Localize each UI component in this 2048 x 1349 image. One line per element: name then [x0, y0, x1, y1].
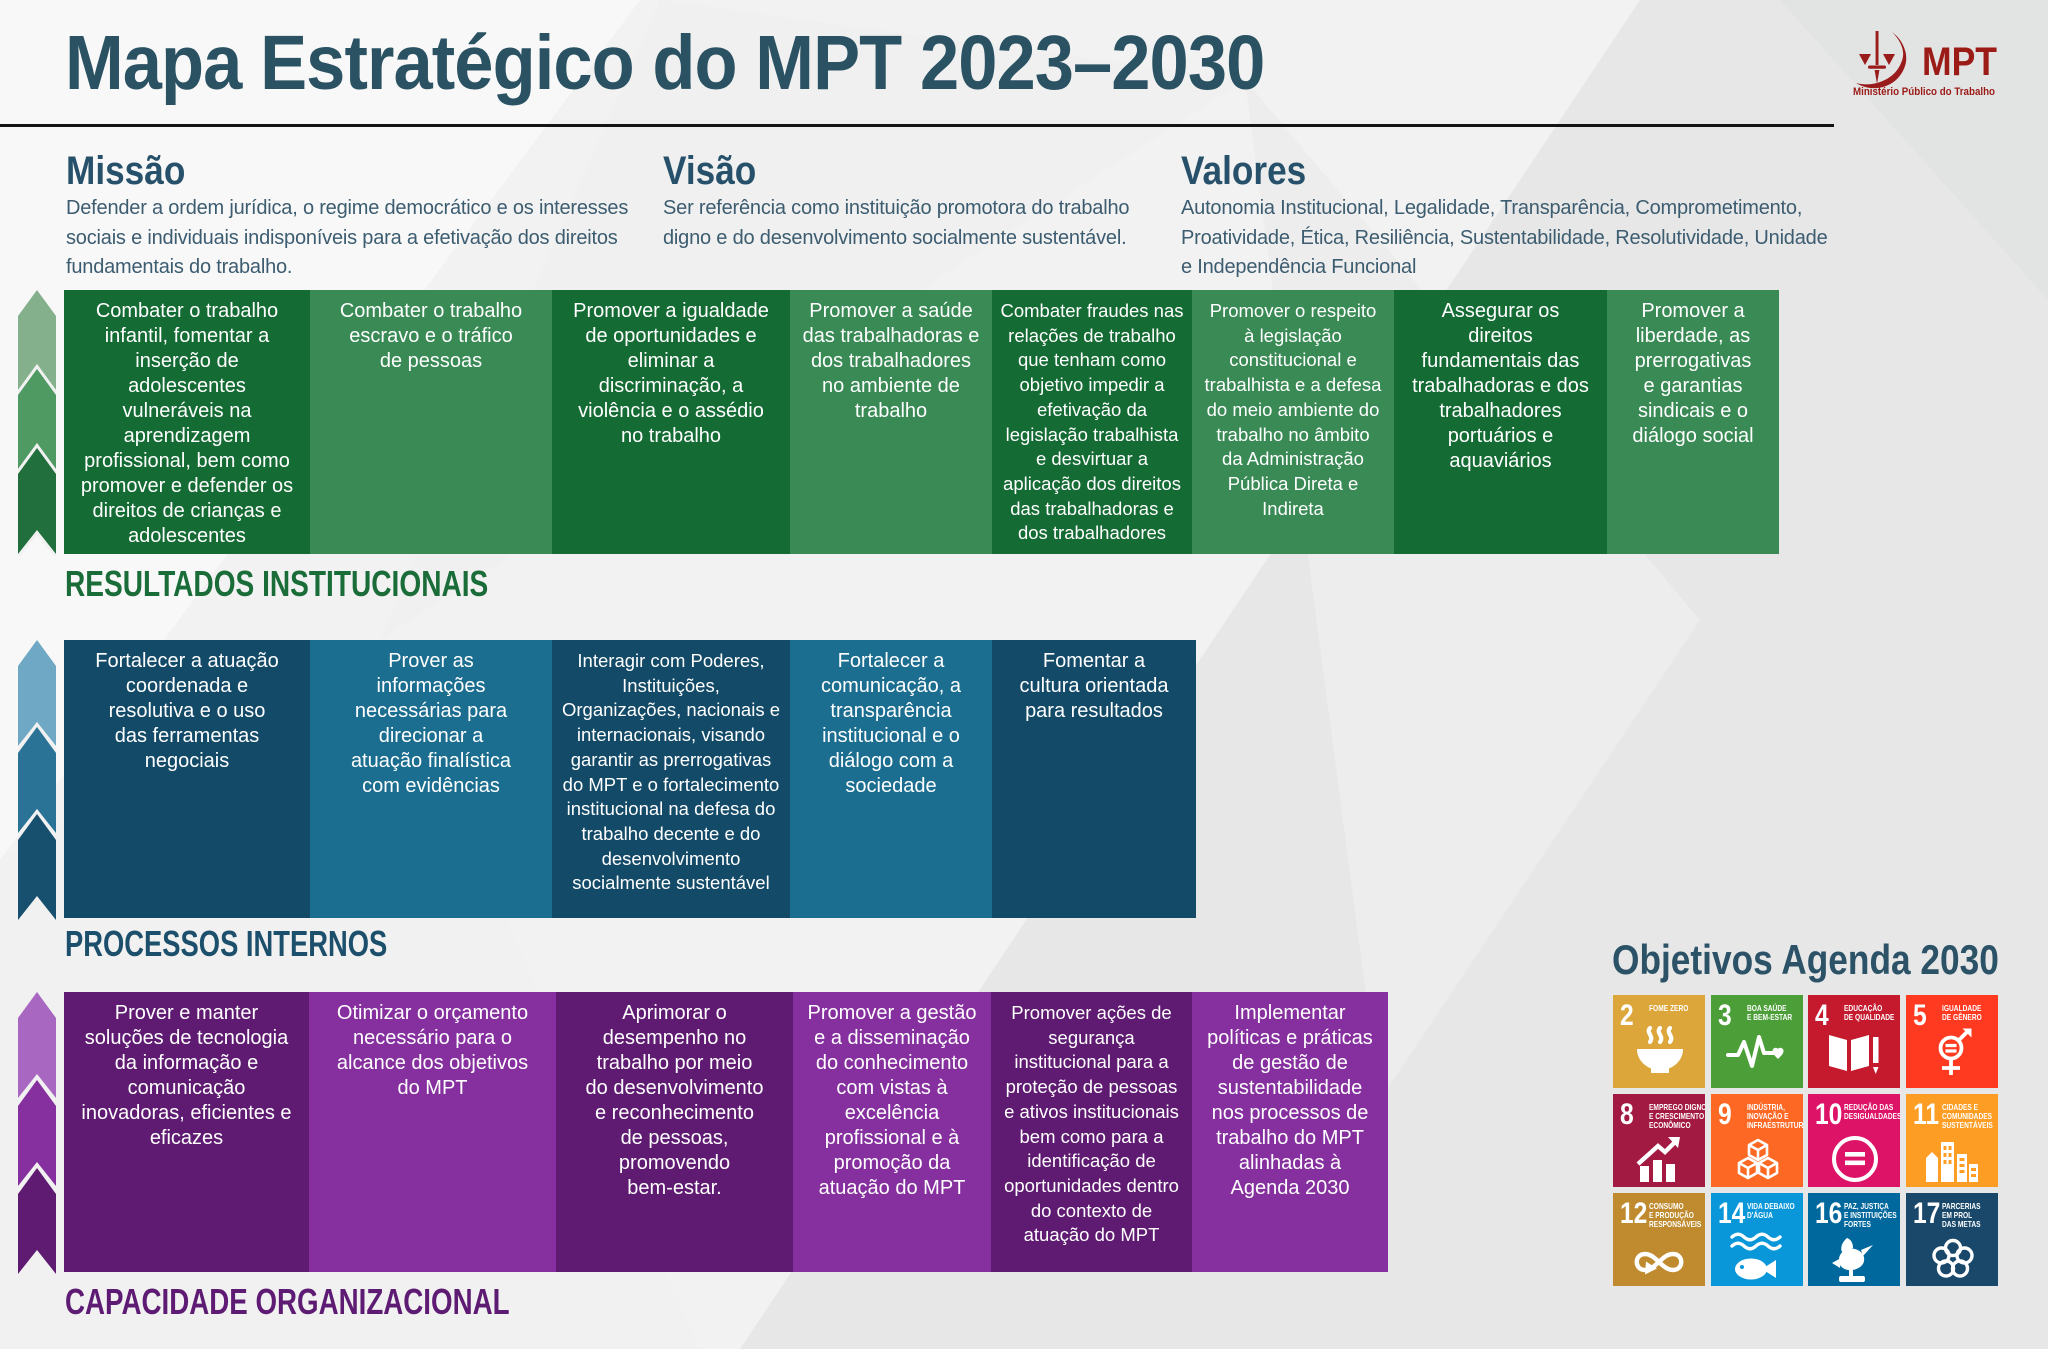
svg-text:MPT: MPT — [1922, 40, 1997, 84]
svg-text:Ministério Público do Trabalho: Ministério Público do Trabalho — [1853, 86, 1995, 98]
